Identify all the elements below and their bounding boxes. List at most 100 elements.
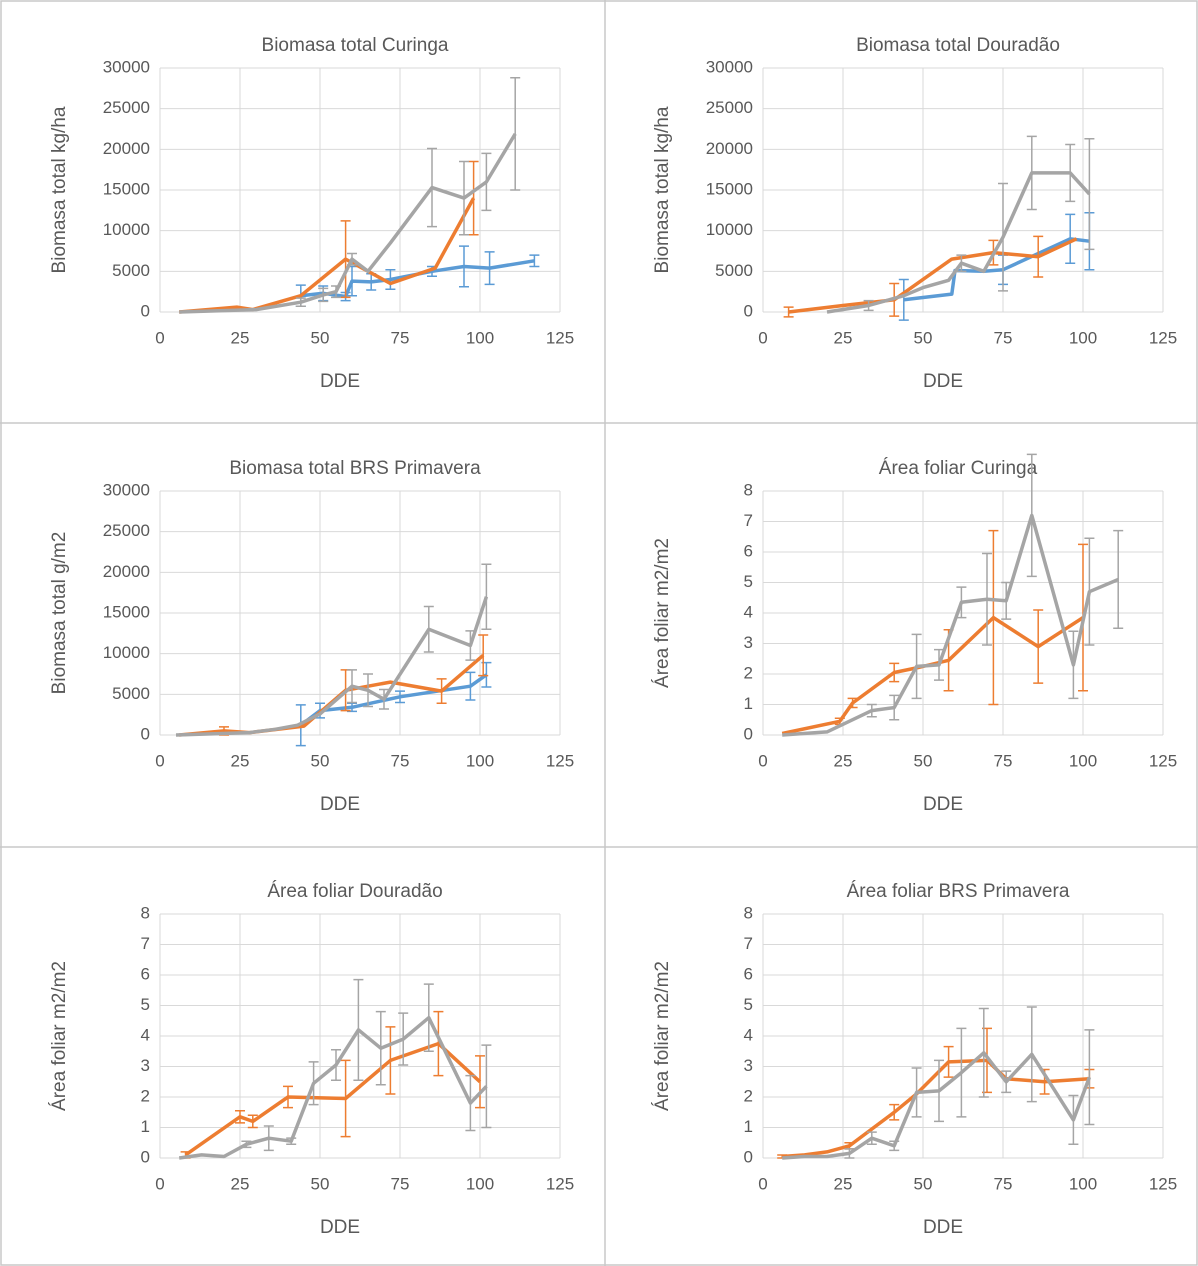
x-axis-label: DDE [320,371,360,392]
error-bar [889,1103,900,1121]
error-bar [484,251,495,286]
x-tick-label: 0 [155,1174,164,1193]
y-tick-label: 8 [744,480,753,499]
error-bar [1033,235,1044,278]
error-bar [844,1148,855,1159]
y-tick-label: 25000 [103,521,150,540]
y-tick-label: 3 [141,1056,150,1075]
y-axis-label: Biomasa total kg/ha [652,106,673,273]
y-tick-label: 7 [744,934,753,953]
y-tick-label: 10000 [706,220,753,239]
series-line [300,259,535,299]
error-bar [347,669,357,704]
series-line [179,197,476,314]
error-bar [898,278,909,321]
y-tick-label: 15000 [103,602,150,621]
x-tick-label: 100 [1069,328,1097,347]
y-axis-label: Área foliar m2/m2 [49,961,70,1111]
y-tick-label: 5000 [112,684,150,703]
chart-title: Biomasa total Douradão [856,35,1060,56]
chart-title: Área foliar Curinga [879,458,1038,479]
chart: 0 5000 10000 15000 20000 25000 30000 0 25 50 75 100… [49,35,574,392]
y-tick-label: 15000 [706,179,753,198]
error-bar [263,1125,274,1152]
x-tick-label: 75 [994,328,1013,347]
error-bar [982,552,992,646]
error-bar [478,634,489,677]
error-bar [1084,1029,1095,1126]
x-tick-label: 100 [1069,1174,1097,1193]
y-tick-label: 15000 [103,179,150,198]
error-bar [1026,1006,1037,1103]
error-bar [1001,1070,1012,1094]
error-bar [934,1059,944,1123]
x-tick-label: 25 [834,1174,853,1193]
x-tick-label: 25 [231,328,250,347]
error-bar [1068,1094,1079,1146]
error-bar [866,703,877,718]
error-bar [465,630,476,661]
error-bar [1026,135,1037,211]
error-bar [468,160,479,236]
error-bar [241,1140,252,1149]
y-tick-label: 0 [744,724,753,743]
error-bar [247,1114,258,1129]
y-tick-label: 5 [141,995,150,1014]
error-bar [1065,213,1076,264]
error-bar [1001,581,1012,620]
series-line [178,1015,488,1160]
x-tick-label: 50 [311,328,330,347]
y-tick-label: 20000 [103,139,150,158]
error-bar [286,1137,297,1146]
y-tick-label: 6 [744,964,753,983]
error-bar [510,77,521,191]
y-tick-label: 2 [141,1086,150,1105]
error-bar [385,268,396,290]
error-bar [956,586,967,619]
x-tick-label: 100 [1069,751,1097,770]
y-tick-label: 0 [141,724,150,743]
y-tick-label: 4 [141,1025,150,1044]
error-bar [459,160,469,236]
error-bar [1113,529,1124,629]
chart-title: Biomasa total Curinga [262,35,449,56]
error-bar [956,1027,967,1118]
chart: 0 5000 10000 15000 20000 25000 30000 0 25 50 75 100… [49,458,574,815]
y-tick-label: 0 [744,1147,753,1166]
error-bar [889,1140,900,1152]
y-tick-label: 10000 [103,643,150,662]
chart-title: Área foliar Douradão [267,881,442,902]
error-bar [433,1010,444,1077]
error-bar [866,1131,877,1146]
y-tick-label: 6 [141,964,150,983]
chart: 0 5000 10000 15000 20000 25000 30000 0 25 50 75 100… [652,35,1177,392]
x-tick-label: 50 [914,751,933,770]
y-axis-label: Biomasa total kg/ha [49,106,70,273]
y-tick-label: 1 [141,1117,150,1136]
error-bar [481,152,492,212]
x-tick-label: 100 [466,751,494,770]
error-bar [375,1010,386,1086]
error-bar [395,690,405,704]
x-tick-label: 0 [758,1174,767,1193]
y-tick-label: 1 [744,694,753,713]
y-tick-label: 30000 [103,480,150,499]
x-tick-label: 75 [391,1174,410,1193]
x-axis-label: DDE [923,1217,963,1238]
y-tick-label: 2 [744,663,753,682]
error-bar [1065,143,1076,203]
x-tick-label: 25 [231,1174,250,1193]
error-bar [459,245,469,288]
x-axis-label: DDE [923,371,963,392]
error-bar [427,147,437,228]
y-tick-label: 8 [141,903,150,922]
error-bar [934,648,944,681]
y-tick-label: 3 [744,1056,753,1075]
error-bar [465,671,476,701]
error-bar [998,182,1008,292]
error-bar [956,254,967,273]
chart: 0 1 2 3 4 5 6 7 8 0 25 50 75 100 125 Área foliar Dourad… [49,881,574,1238]
error-bar [340,220,351,299]
error-bar [988,529,999,706]
